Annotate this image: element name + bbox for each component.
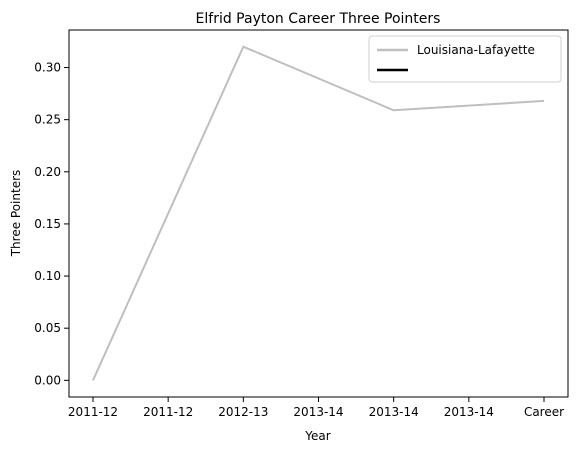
- x-tick-label: 2012-13: [218, 405, 268, 419]
- x-tick-label: 2013-14: [293, 405, 343, 419]
- x-tick-label: 2013-14: [369, 405, 419, 419]
- y-tick-label: 0.30: [34, 61, 61, 75]
- chart-title: Elfrid Payton Career Three Pointers: [196, 11, 441, 27]
- y-tick-label: 0.00: [34, 373, 61, 387]
- legend: Louisiana-Lafayette: [368, 35, 562, 83]
- series-line-0: [92, 45, 545, 381]
- x-tick-label: 2013-14: [444, 405, 494, 419]
- plot-area: [68, 29, 569, 398]
- y-tick-label: 0.20: [34, 165, 61, 179]
- legend-label-0: Louisiana-Lafayette: [417, 43, 535, 57]
- y-tick-label: 0.10: [34, 269, 61, 283]
- y-tick-label: 0.15: [34, 217, 61, 231]
- y-axis: 0.00 0.05 0.10 0.15 0.20 0.25 0.30: [34, 61, 69, 387]
- x-tick-label: 2011-12: [143, 405, 193, 419]
- plot-frame: [68, 29, 569, 398]
- series-layer: [92, 45, 545, 381]
- x-tick-label: Career: [524, 405, 564, 419]
- y-axis-label: Three Pointers: [9, 170, 23, 258]
- y-tick-label: 0.25: [34, 113, 61, 127]
- x-tick-label: 2011-12: [68, 405, 118, 419]
- y-tick-label: 0.05: [34, 321, 61, 335]
- x-axis: 2011-12 2011-12 2012-13 2013-14 2013-14 2013-…: [68, 397, 564, 419]
- x-axis-label: Year: [304, 429, 330, 443]
- legend-box: [368, 35, 562, 83]
